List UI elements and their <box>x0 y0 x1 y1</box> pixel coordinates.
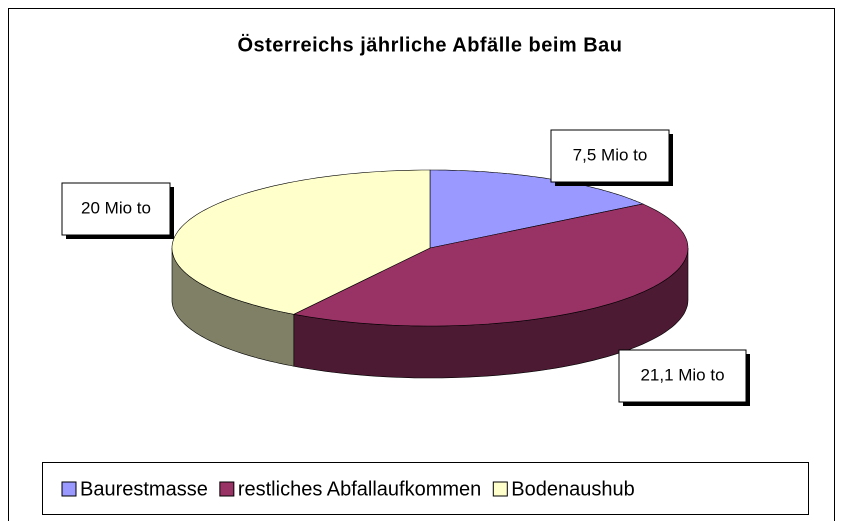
legend-swatch <box>492 481 508 497</box>
label-box <box>550 129 670 183</box>
legend-swatch <box>61 481 77 497</box>
slice <box>292 203 689 327</box>
legend-label: Baurestmasse <box>80 478 208 500</box>
data-label: 21,1 Mio to <box>640 365 724 384</box>
label-box <box>61 182 171 236</box>
data-label: 7,5 Mio to <box>573 145 648 164</box>
legend-box <box>42 462 809 515</box>
chart-title: Österreichs jährliche Abfälle beim Bau <box>237 33 622 56</box>
label-box <box>618 349 747 403</box>
slice <box>429 169 644 249</box>
legend-swatch <box>219 481 235 497</box>
data-label: 20 Mio to <box>81 198 151 217</box>
slice <box>171 169 431 315</box>
legend-label: Bodenaushub <box>511 478 634 500</box>
legend-label: restliches Abfallaufkommen <box>238 478 481 500</box>
